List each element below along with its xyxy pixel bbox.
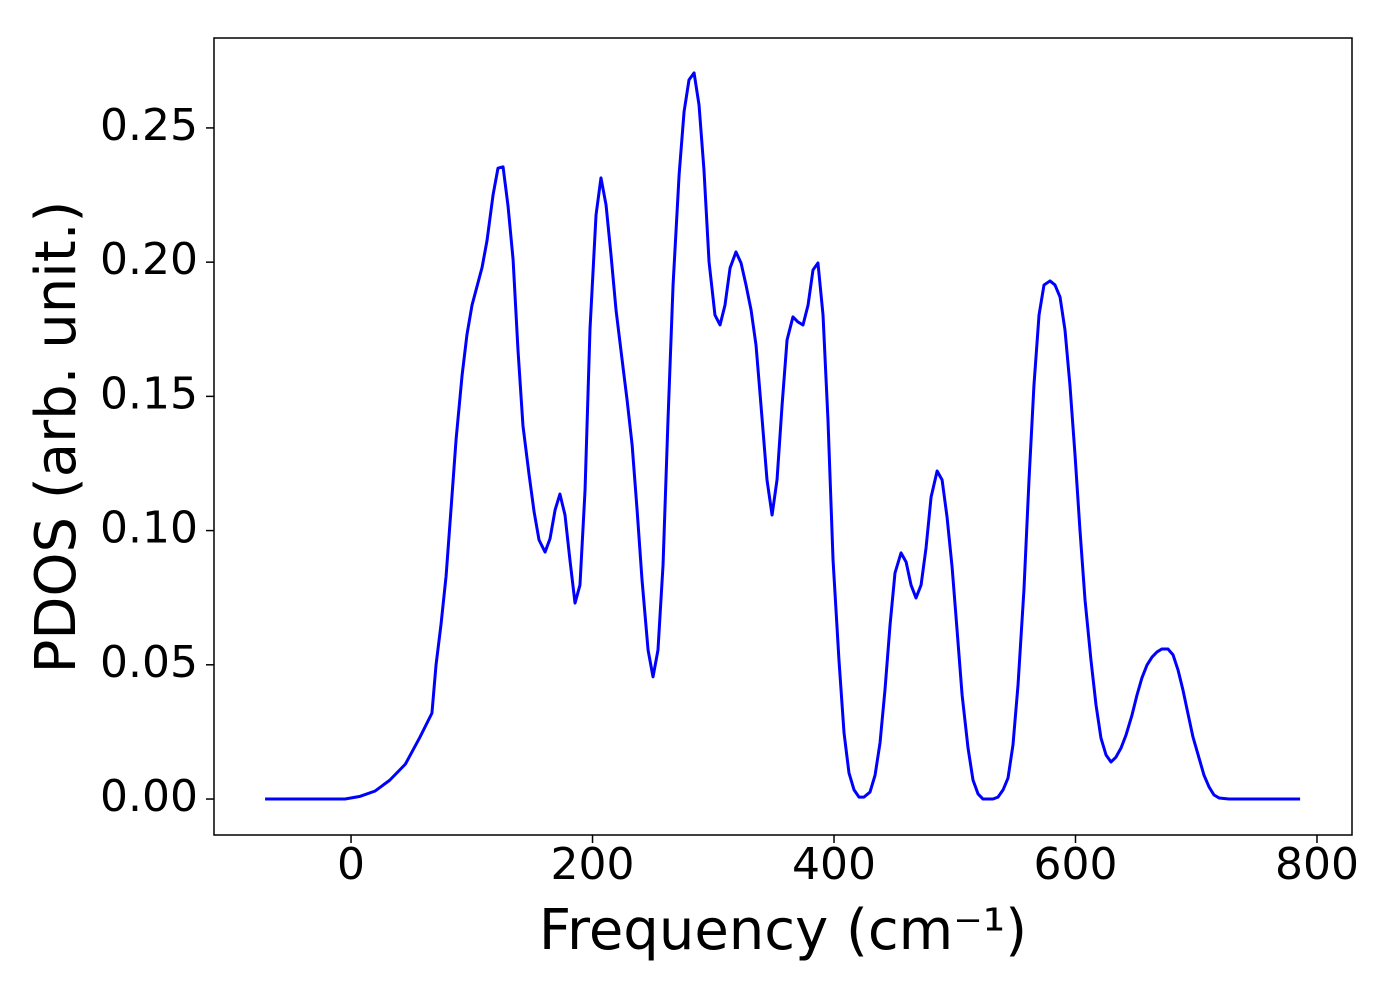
x-tick-label: 800	[1275, 839, 1359, 890]
plot-frame	[213, 37, 1353, 836]
y-tick-label: 0.10	[100, 503, 198, 554]
x-axis-label: Frequency (cm⁻¹)	[539, 898, 1027, 963]
y-tick-label: 0.25	[100, 100, 198, 151]
y-tick-label: 0.20	[100, 234, 198, 285]
y-tick-label: 0.00	[100, 771, 198, 822]
y-axis-label: PDOS (arb. unit.)	[24, 201, 89, 674]
x-tick-label: 400	[792, 839, 876, 890]
x-tick-label: 600	[1034, 839, 1118, 890]
x-tick-label: 200	[551, 839, 635, 890]
y-tick-label: 0.05	[100, 637, 198, 688]
y-tick-label: 0.15	[100, 368, 198, 419]
x-tick-label: 0	[337, 839, 365, 890]
line-series	[265, 71, 1301, 801]
